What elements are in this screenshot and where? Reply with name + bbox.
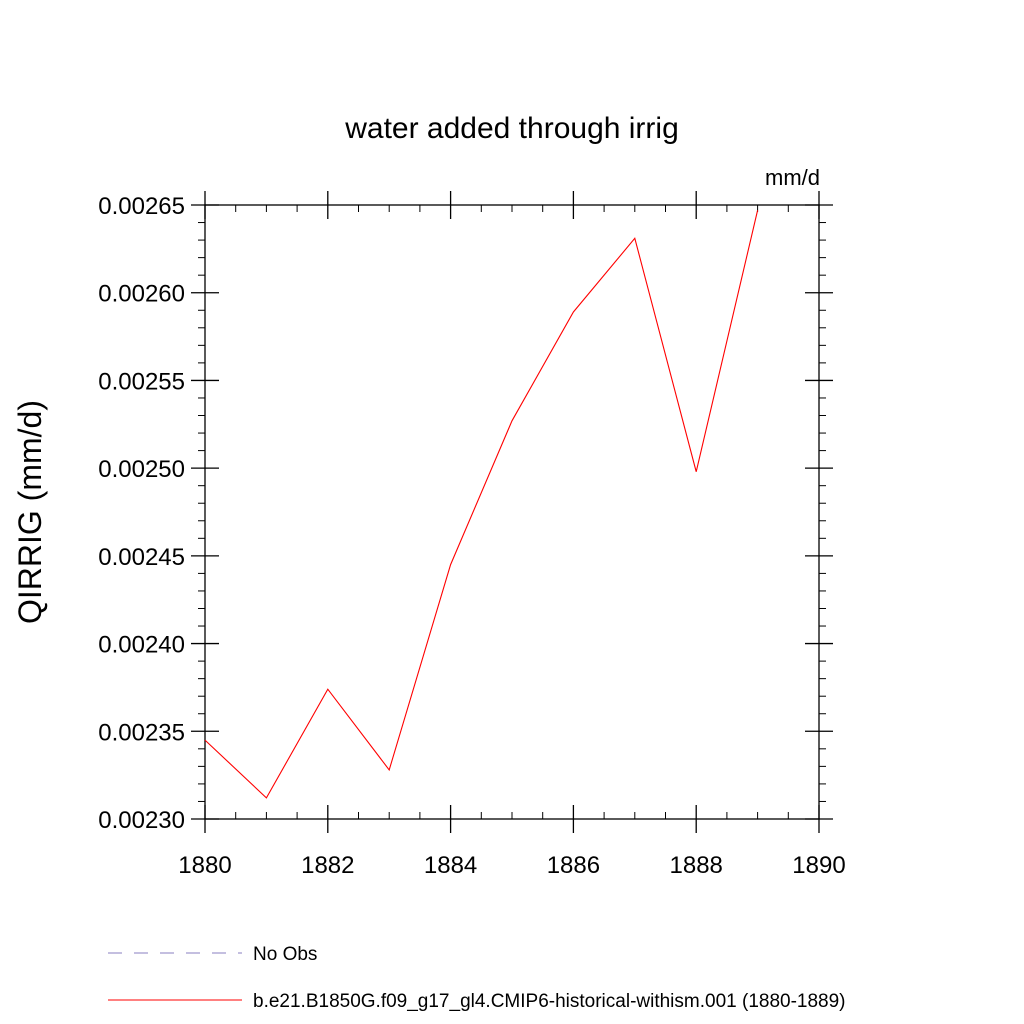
y-tick-label: 0.00265 — [98, 193, 185, 220]
x-tick-label: 1886 — [547, 852, 600, 879]
y-tick-label: 0.00260 — [98, 281, 185, 308]
legend: No Obs b.e21.B1850G.f09_g17_gl4.CMIP6-hi… — [108, 944, 846, 1012]
x-tick-label: 1880 — [178, 852, 231, 879]
units-label: mm/d — [765, 165, 820, 190]
y-tick-label: 0.00245 — [98, 544, 185, 571]
y-tick-label: 0.00240 — [98, 632, 185, 659]
series-layer — [204, 210, 759, 799]
x-tick-label: 1888 — [670, 852, 723, 879]
y-tick-label: 0.00255 — [98, 368, 185, 395]
y-tick-labels: 0.00230 0.00235 0.00240 0.00245 0.00250 0.002… — [98, 193, 185, 834]
x-tick-labels: 1880 1882 1884 1886 1888 1890 — [178, 852, 845, 879]
y-axis-label: QIRRIG (mm/d) — [12, 400, 48, 624]
y-tick-label: 0.00230 — [98, 807, 185, 834]
y-tick-label: 0.00235 — [98, 719, 185, 746]
minor-ticks — [198, 205, 826, 819]
legend-label-model-run: b.e21.B1850G.f09_g17_gl4.CMIP6-historica… — [253, 991, 846, 1012]
x-tick-label: 1882 — [301, 852, 354, 879]
y-tick-label: 0.00250 — [98, 456, 185, 483]
legend-label-no-obs: No Obs — [253, 944, 317, 965]
x-tick-label: 1884 — [424, 852, 477, 879]
x-tick-label: 1890 — [792, 852, 845, 879]
chart-title: water added through irrig — [344, 112, 679, 145]
major-ticks — [191, 191, 833, 833]
series-line — [204, 210, 759, 799]
plot-frame — [204, 204, 820, 820]
